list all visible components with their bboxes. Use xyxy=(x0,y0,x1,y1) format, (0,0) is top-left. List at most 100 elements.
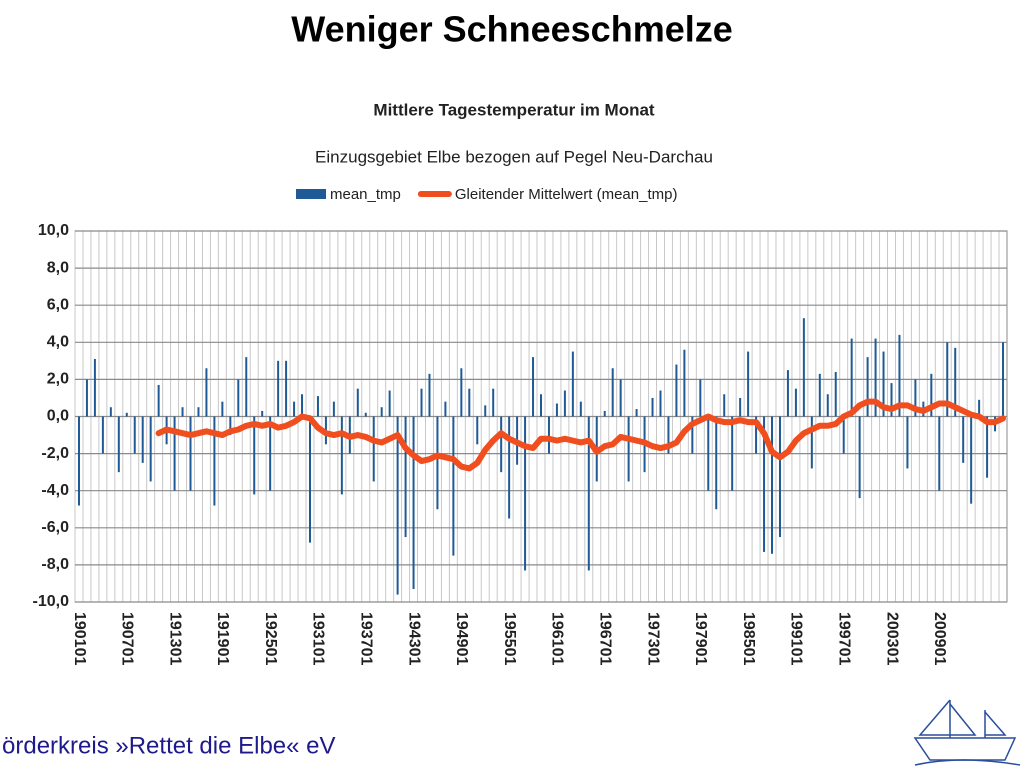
bar xyxy=(691,416,694,454)
y-tick-label: -8,0 xyxy=(41,556,69,573)
bar xyxy=(277,360,280,417)
x-tick-label: 199701 xyxy=(835,612,852,665)
bar xyxy=(245,357,248,417)
bar xyxy=(667,416,670,454)
bar xyxy=(484,405,487,417)
bar xyxy=(428,373,431,417)
bar xyxy=(524,416,527,571)
bar xyxy=(850,338,853,417)
bar xyxy=(858,416,861,499)
boat-logo xyxy=(913,699,1021,766)
bar xyxy=(85,379,88,417)
x-tick-label: 193101 xyxy=(310,612,327,665)
bar xyxy=(970,416,973,504)
bar xyxy=(468,388,471,417)
bar xyxy=(627,416,630,482)
bar xyxy=(786,370,789,417)
legend-label: Gleitender Mittelwert (mean_tmp) xyxy=(455,186,678,203)
x-tick-label: 190701 xyxy=(119,612,136,665)
bar xyxy=(683,349,686,417)
bar xyxy=(946,342,949,417)
bar xyxy=(794,388,797,417)
plot xyxy=(74,230,1007,603)
bar xyxy=(619,379,622,417)
bar xyxy=(763,416,766,552)
bar xyxy=(340,416,343,495)
bar xyxy=(101,416,104,454)
bar xyxy=(285,360,288,417)
bar xyxy=(316,396,319,417)
x-tick-label: 197901 xyxy=(692,612,709,665)
bar xyxy=(532,357,535,417)
bar xyxy=(125,412,128,417)
y-tick-label: -2,0 xyxy=(41,445,69,462)
bar xyxy=(587,416,590,571)
bar xyxy=(834,371,837,417)
bar xyxy=(723,394,726,417)
bar xyxy=(651,397,654,417)
bar xyxy=(157,384,160,417)
bar xyxy=(293,401,296,417)
bar xyxy=(739,397,742,417)
bar xyxy=(866,357,869,417)
legend-label: mean_tmp xyxy=(330,186,401,203)
bar xyxy=(818,373,821,417)
y-tick-label: 8,0 xyxy=(47,259,69,276)
bar xyxy=(906,416,909,469)
y-tick-label: -4,0 xyxy=(41,482,69,499)
y-tick-label: 6,0 xyxy=(47,296,69,313)
bar xyxy=(404,416,407,538)
bar xyxy=(771,416,774,554)
bar xyxy=(810,416,813,469)
bar xyxy=(755,416,758,454)
bar xyxy=(747,351,750,417)
bar xyxy=(842,416,845,454)
bar xyxy=(547,416,550,454)
x-tick-label: 192501 xyxy=(262,612,279,665)
bar xyxy=(938,416,941,491)
bar xyxy=(778,416,781,538)
bar xyxy=(1002,342,1005,417)
bar xyxy=(181,407,184,417)
bar xyxy=(635,409,638,417)
bar xyxy=(882,351,885,417)
bar xyxy=(109,407,112,417)
y-tick-label: 0,0 xyxy=(47,408,69,425)
bar xyxy=(914,379,917,417)
bar xyxy=(555,403,558,417)
bar xyxy=(77,416,80,506)
bar xyxy=(898,334,901,417)
y-tick-label: 4,0 xyxy=(47,334,69,351)
x-tick-label: 191901 xyxy=(214,612,231,665)
bar xyxy=(388,390,391,417)
bar xyxy=(707,416,710,491)
bar xyxy=(611,368,614,417)
bar xyxy=(269,416,272,491)
x-tick-label: 200301 xyxy=(883,612,900,665)
bar xyxy=(826,394,829,417)
bar xyxy=(802,318,805,417)
bar xyxy=(978,399,981,417)
bar xyxy=(364,412,367,417)
bar xyxy=(986,416,989,478)
bar xyxy=(476,416,479,445)
bar xyxy=(436,416,439,510)
chart-title: Mittlere Tagestemperatur im Monat xyxy=(373,100,655,119)
bar xyxy=(412,416,415,590)
y-tick-label: -6,0 xyxy=(41,519,69,536)
bar xyxy=(500,416,503,473)
bar xyxy=(93,358,96,417)
chart-subtitle: Einzugsgebiet Elbe bezogen auf Pegel Neu… xyxy=(315,147,713,166)
bar xyxy=(460,368,463,417)
bar xyxy=(396,416,399,595)
bar xyxy=(189,416,192,491)
x-tick-label: 197301 xyxy=(644,612,661,665)
bar xyxy=(253,416,256,495)
bar xyxy=(141,416,144,463)
x-tick-label: 193701 xyxy=(358,612,375,665)
line xyxy=(155,398,1007,472)
x-tick-label: 196101 xyxy=(549,612,566,665)
bar xyxy=(579,401,582,417)
x-tick-label: 191301 xyxy=(166,612,183,665)
y-tick-label: -10,0 xyxy=(33,593,70,610)
